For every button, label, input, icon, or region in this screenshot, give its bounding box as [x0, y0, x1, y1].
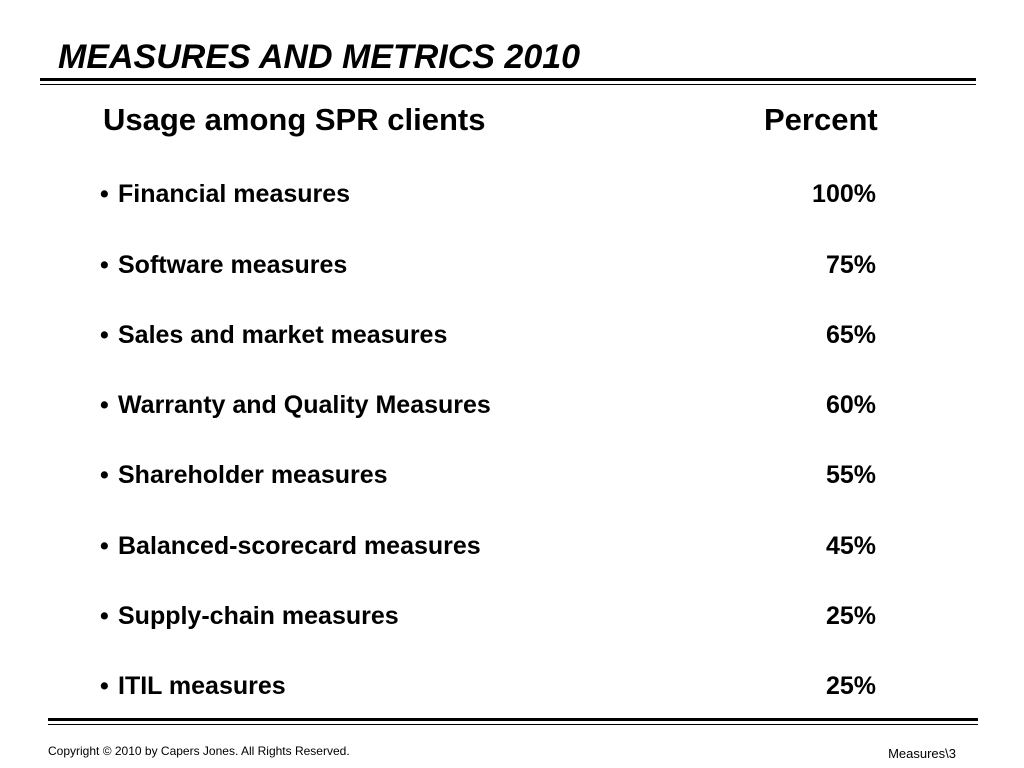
list-item-label: Supply-chain measures	[118, 602, 399, 630]
list-item: • Shareholder measures 55%	[100, 461, 880, 493]
copyright-text: Copyright © 2010 by Capers Jones. All Ri…	[48, 744, 350, 758]
bullet-icon: •	[100, 321, 109, 349]
list-item-label: Financial measures	[118, 180, 351, 208]
list-item-label: Software measures	[118, 251, 348, 279]
title-rule-thick	[40, 78, 976, 81]
list-item-percent: 60%	[825, 391, 876, 419]
slide-title: MEASURES AND METRICS 2010	[58, 38, 581, 76]
list-item-label: Balanced-scorecard measures	[118, 532, 481, 560]
page-number: Measures\3	[888, 746, 956, 761]
list-item: • ITIL measures 25%	[100, 672, 880, 704]
list-item: • Balanced-scorecard measures 45%	[100, 532, 880, 564]
list-item-label: Shareholder measures	[118, 461, 388, 489]
list-item-label: Sales and market measures	[118, 321, 448, 349]
list-item: • Software measures 75%	[100, 251, 880, 283]
list-item: • Supply-chain measures 25%	[100, 602, 880, 634]
list-item-percent: 75%	[825, 251, 876, 279]
list-item-percent: 25%	[825, 672, 876, 700]
title-rule-thin	[40, 84, 976, 85]
bullet-icon: •	[100, 251, 109, 279]
bullet-icon: •	[100, 391, 109, 419]
list-item: • Sales and market measures 65%	[100, 321, 880, 353]
bullet-icon: •	[100, 180, 109, 208]
list-item-percent: 45%	[825, 532, 876, 560]
list-item-label: ITIL measures	[118, 672, 286, 700]
footer-rule-thick	[48, 718, 978, 721]
list-item: • Financial measures 100%	[100, 180, 880, 212]
list-item: • Warranty and Quality Measures 60%	[100, 391, 880, 423]
column-header-usage: Usage among SPR clients	[103, 102, 486, 137]
footer-rule-thin	[48, 724, 978, 725]
list-item-percent: 55%	[825, 461, 876, 489]
list-item-label: Warranty and Quality Measures	[118, 391, 491, 419]
bullet-icon: •	[100, 461, 109, 489]
bullet-icon: •	[100, 672, 109, 700]
list-item-percent: 65%	[825, 321, 876, 349]
list-item-percent: 25%	[825, 602, 876, 630]
bullet-icon: •	[100, 532, 109, 560]
column-header-percent: Percent	[764, 102, 878, 137]
list-item-percent: 100%	[812, 180, 876, 208]
bullet-icon: •	[100, 602, 109, 630]
